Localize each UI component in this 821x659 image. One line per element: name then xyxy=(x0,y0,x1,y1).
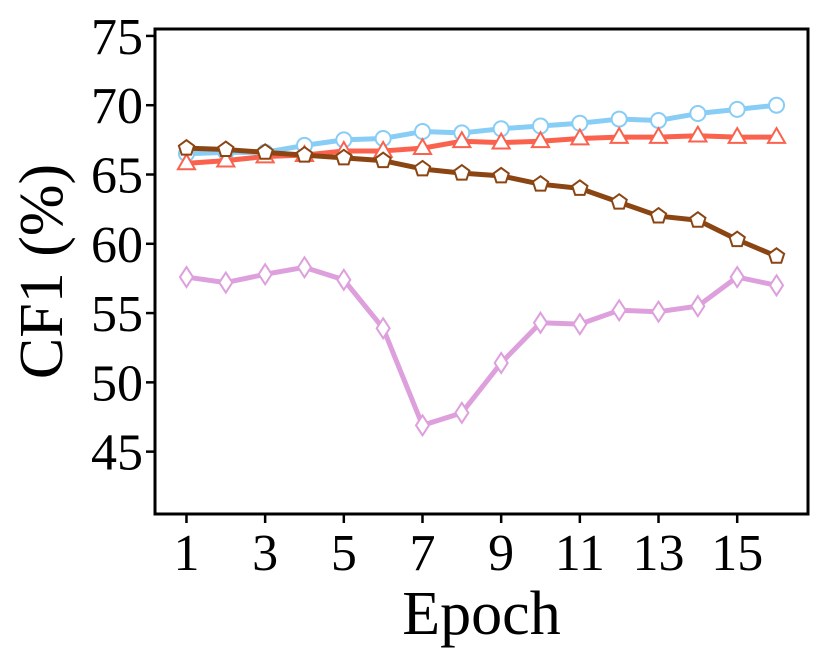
series-line xyxy=(186,264,778,428)
data-point xyxy=(413,159,432,177)
data-point xyxy=(257,262,273,287)
x-tick-label: 1 xyxy=(173,525,199,582)
data-point xyxy=(610,110,628,128)
data-point xyxy=(611,298,627,323)
data-point xyxy=(215,149,237,168)
data-point xyxy=(178,265,195,289)
data-point xyxy=(413,123,431,141)
series-layer xyxy=(176,96,787,438)
y-tick-label: 60 xyxy=(91,217,143,274)
y-axis-title: CF1 (%) xyxy=(8,164,76,379)
x-axis-title: Epoch xyxy=(402,580,560,648)
data-point xyxy=(375,316,391,341)
y-tick-label: 45 xyxy=(91,425,143,482)
data-point xyxy=(768,273,785,298)
data-point xyxy=(729,265,745,289)
data-point xyxy=(690,294,706,318)
y-tick-label: 50 xyxy=(91,355,143,412)
data-point xyxy=(689,105,707,123)
data-point xyxy=(295,145,314,163)
x-tick-label: 15 xyxy=(711,525,763,582)
series-diamond xyxy=(178,255,785,438)
data-point xyxy=(610,192,628,210)
data-point xyxy=(492,166,510,184)
data-point xyxy=(218,270,234,295)
data-point xyxy=(689,210,707,228)
series-pentagon xyxy=(177,138,786,264)
y-tick-label: 70 xyxy=(91,78,143,135)
data-point xyxy=(374,151,392,169)
data-point xyxy=(335,148,353,166)
y-tick-label: 55 xyxy=(91,286,143,343)
data-point xyxy=(572,312,588,336)
data-point xyxy=(256,143,274,160)
data-point xyxy=(650,299,667,324)
x-tick-label: 13 xyxy=(633,525,685,582)
data-point xyxy=(728,230,746,248)
data-point xyxy=(530,130,551,149)
data-point xyxy=(687,124,709,143)
data-point xyxy=(728,100,746,118)
data-point xyxy=(176,152,197,171)
data-point xyxy=(217,140,235,158)
y-tick-label: 75 xyxy=(91,9,143,66)
data-point xyxy=(648,126,669,144)
data-point xyxy=(336,267,352,292)
data-point xyxy=(768,96,786,114)
data-point xyxy=(569,127,591,146)
data-point xyxy=(454,401,470,425)
x-tick-label: 3 xyxy=(252,525,278,582)
x-tick-label: 7 xyxy=(409,525,435,582)
data-point xyxy=(453,163,471,181)
data-point xyxy=(493,351,509,375)
plot-frame xyxy=(153,27,810,516)
data-point xyxy=(531,174,550,192)
data-point xyxy=(649,206,668,224)
series-line xyxy=(186,102,777,157)
data-point xyxy=(650,111,668,129)
data-point xyxy=(571,179,589,196)
x-tick-label: 9 xyxy=(488,525,514,582)
data-point xyxy=(726,126,748,144)
series-line xyxy=(186,145,778,259)
y-tick-label: 65 xyxy=(91,148,143,205)
x-tick-label: 5 xyxy=(331,525,357,582)
data-point xyxy=(608,126,630,144)
data-point xyxy=(766,126,787,144)
data-point xyxy=(767,247,786,264)
data-point xyxy=(532,310,549,335)
x-tick-label: 11 xyxy=(555,525,605,582)
data-point xyxy=(412,137,433,156)
data-point xyxy=(490,131,512,150)
data-point xyxy=(414,413,431,438)
data-point xyxy=(177,138,196,156)
data-point xyxy=(296,255,313,280)
data-point xyxy=(451,130,473,149)
